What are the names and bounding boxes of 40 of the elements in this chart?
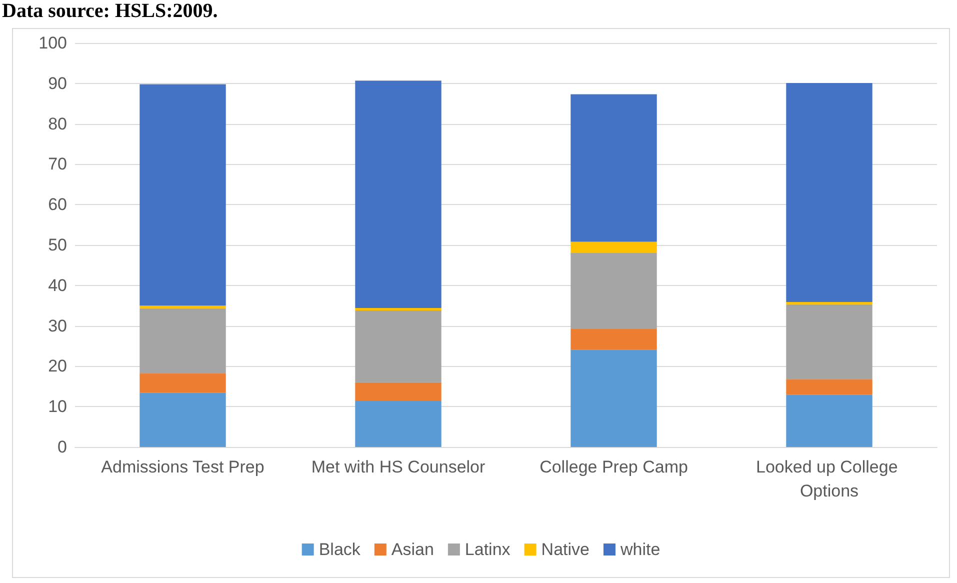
bar: [786, 379, 872, 395]
legend-label: Latinx: [464, 540, 511, 559]
y-tick-label: 30: [48, 316, 67, 336]
y-tick-label: 80: [48, 114, 67, 134]
bar: [355, 80, 442, 308]
bar: [355, 382, 442, 401]
bar: [140, 306, 226, 308]
y-tick-label: 0: [58, 438, 67, 456]
bar: [140, 373, 226, 393]
y-tick-label: 40: [48, 276, 67, 295]
source-note: Data source: HSLS:2009.: [2, 0, 218, 23]
x-tick-label: Met with HS Counselor: [311, 458, 486, 476]
bar: [355, 310, 442, 382]
legend-label: Asian: [391, 540, 434, 559]
legend-label: Black: [318, 540, 361, 559]
y-tick-label: 90: [48, 74, 67, 93]
bar: [140, 392, 226, 447]
bar: [570, 329, 657, 350]
y-tick-label: 70: [48, 154, 67, 174]
bar: [570, 242, 657, 253]
bar: [140, 84, 226, 306]
bar: [570, 94, 657, 242]
bar: [786, 394, 872, 447]
legend-label: white: [619, 540, 660, 559]
y-tick-label: 20: [48, 356, 67, 376]
y-tick-label: 10: [48, 397, 67, 416]
bar: [355, 400, 442, 447]
legend-label: Native: [541, 540, 590, 559]
bar: [570, 350, 657, 447]
bar: [786, 302, 872, 304]
y-tick-label: 100: [38, 34, 67, 52]
bar: [140, 308, 226, 374]
bar: [786, 82, 872, 302]
bar: [570, 252, 657, 330]
y-tick-label: 60: [48, 195, 67, 214]
y-tick-label: 50: [48, 236, 67, 254]
x-tick-label: College Prep Camp: [540, 458, 688, 476]
x-tick-label: Looked up College Options: [756, 458, 903, 500]
bar: [786, 304, 872, 380]
x-tick-label: Admissions Test Prep: [101, 458, 264, 476]
